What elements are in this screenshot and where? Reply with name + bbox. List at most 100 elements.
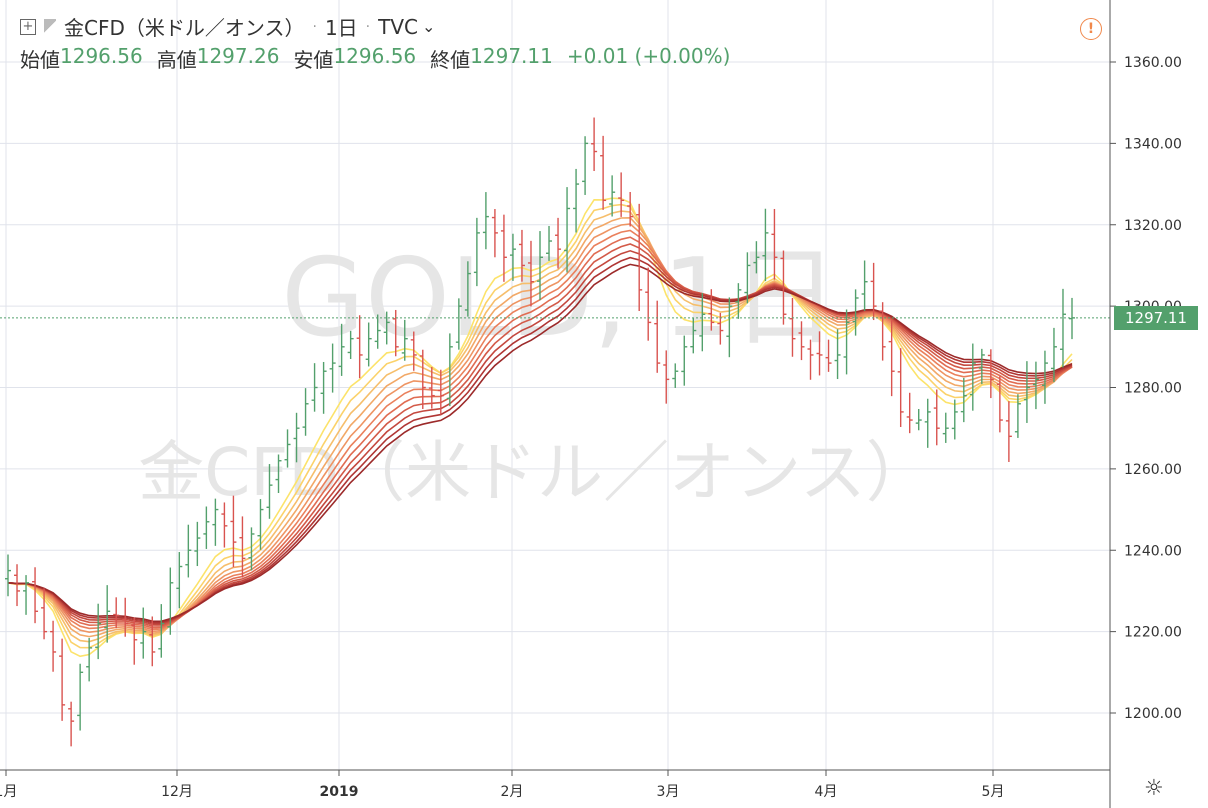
ohlc-bar — [284, 429, 291, 468]
ohlc-bar — [627, 191, 634, 227]
ohlc-bar — [365, 322, 372, 367]
ohlc-bar — [23, 575, 30, 615]
ohlc-bar — [807, 339, 814, 380]
ohlc-bar — [302, 388, 309, 436]
ohlc-bar — [780, 250, 787, 325]
ohlc-bar — [473, 217, 480, 287]
ohlc-bar — [329, 343, 336, 393]
ohlc-bar — [257, 499, 264, 550]
ohlc-bar — [681, 335, 688, 386]
ohlc-bar — [888, 320, 895, 397]
ohlc-bar — [744, 252, 751, 304]
y-tick-label: 1360.00 — [1124, 55, 1182, 71]
ohlc-bar — [798, 321, 805, 361]
alert-circle-icon[interactable]: ! — [1080, 18, 1102, 40]
ohlc-bar — [230, 495, 237, 568]
ohlc-bar — [32, 567, 39, 624]
ohlc-bar — [690, 317, 697, 354]
ohlc-bar — [1032, 361, 1039, 410]
interval-label[interactable]: 1日 — [324, 16, 358, 40]
low-label: 安値 — [293, 48, 334, 72]
x-tick-label: 2月 — [501, 784, 524, 800]
chevron-down-icon[interactable]: ⌄ — [422, 17, 436, 36]
y-tick-label: 1320.00 — [1124, 218, 1182, 234]
ohlc-bar — [320, 361, 327, 414]
x-tick-label: 2019 — [320, 784, 359, 800]
open-value: 1296.56 — [60, 44, 143, 68]
ohlc-bar — [771, 208, 778, 280]
x-tick-label: 5月 — [982, 784, 1005, 800]
price-axis[interactable]: 1360.001340.001320.001300.001280.001260.… — [1110, 55, 1182, 722]
ohlc-bar — [582, 136, 589, 195]
y-tick-label: 1340.00 — [1124, 136, 1182, 152]
grid-lines — [0, 0, 1110, 770]
gear-icon[interactable]: ☼ — [1144, 776, 1164, 801]
ohlc-bar — [68, 701, 75, 747]
ohlc-bar — [537, 231, 543, 301]
ohlc-bar — [374, 314, 381, 349]
ohlc-bar — [969, 343, 976, 411]
symbol-row: + 金CFD（米ドル／オンス） · 1日 · TVC ⌄ — [20, 12, 435, 41]
change-value: +0.01 (+0.00%) — [566, 44, 731, 68]
ohlc-bar — [987, 349, 994, 399]
ohlc-bar — [897, 348, 904, 427]
chart-header: + 金CFD（米ドル／オンス） · 1日 · TVC ⌄ 始値 1296.56 … — [0, 0, 1110, 80]
ohlc-bar — [104, 585, 111, 643]
ohlc-bar — [131, 617, 138, 665]
low-value: 1296.56 — [333, 44, 417, 68]
ohlc-bar — [546, 225, 553, 261]
watermark-description: 金CFD（米ドル／オンス） — [138, 434, 932, 511]
ohlc-bar — [59, 638, 66, 721]
ohlc-bar — [383, 311, 390, 345]
ohlc-bar — [1023, 361, 1030, 423]
ohlc-bar — [167, 567, 174, 635]
plus-square-icon[interactable]: + — [20, 18, 36, 35]
symbol-title[interactable]: 金CFD（米ドル／オンス） — [64, 16, 305, 40]
ohlc-bar — [1069, 297, 1075, 340]
ohlc-bar — [951, 399, 958, 440]
ohlc-bar — [95, 603, 102, 660]
ohlc-bar — [338, 323, 345, 376]
ohlc-bar — [924, 398, 931, 448]
ohlc-bar — [293, 412, 300, 463]
ohlc-bar — [41, 588, 48, 640]
x-tick-label: 3月 — [657, 784, 680, 800]
ohlc-bar — [996, 376, 1003, 433]
ohlc-bar — [1059, 288, 1066, 368]
ohlc-bar — [618, 172, 625, 217]
ohlc-bar — [591, 117, 598, 172]
ohlc-bar — [140, 607, 147, 659]
y-tick-label: 1280.00 — [1124, 381, 1182, 397]
ohlc-bar — [185, 524, 192, 578]
ohlc-bar — [816, 331, 823, 376]
ohlc-bar — [573, 168, 580, 233]
ohlc-bar — [509, 233, 516, 281]
ohlc-bar — [726, 297, 733, 358]
ohlc-bar — [437, 369, 444, 415]
ohlc-bar — [672, 363, 679, 388]
ohlc-bar — [942, 412, 949, 443]
close-label: 終値 — [430, 48, 471, 72]
ohlc-bar — [518, 229, 525, 282]
watermark-symbol: GOLD, 1日 — [281, 236, 838, 361]
ohlc-bar — [843, 309, 850, 375]
ohlc-row: 始値 1296.56 高値 1297.26 安値 1296.56 終値 1297… — [20, 44, 730, 73]
ohlc-bar — [203, 506, 210, 549]
high-value: 1297.26 — [196, 44, 280, 68]
current-price-tag: 1297.11 — [1114, 306, 1198, 330]
ohlc-bar — [356, 315, 363, 379]
ohlc-bar — [149, 616, 156, 667]
ohlc-bar — [609, 175, 616, 217]
ohlc-bar — [852, 289, 859, 336]
source-label[interactable]: TVC — [378, 14, 418, 39]
ohlc-bar — [636, 203, 643, 312]
ohlc-bar — [410, 331, 417, 371]
ohlc-bar — [789, 297, 796, 357]
time-axis[interactable]: 1月 12月 2019 2月 3月 4月 5月 — [0, 770, 1004, 800]
ohlc-bar — [491, 209, 498, 258]
x-tick-label: 12月 — [161, 784, 193, 800]
ohlc-bar — [978, 348, 985, 385]
ohlc-bar — [600, 135, 607, 210]
ohlc-bar — [708, 289, 715, 331]
